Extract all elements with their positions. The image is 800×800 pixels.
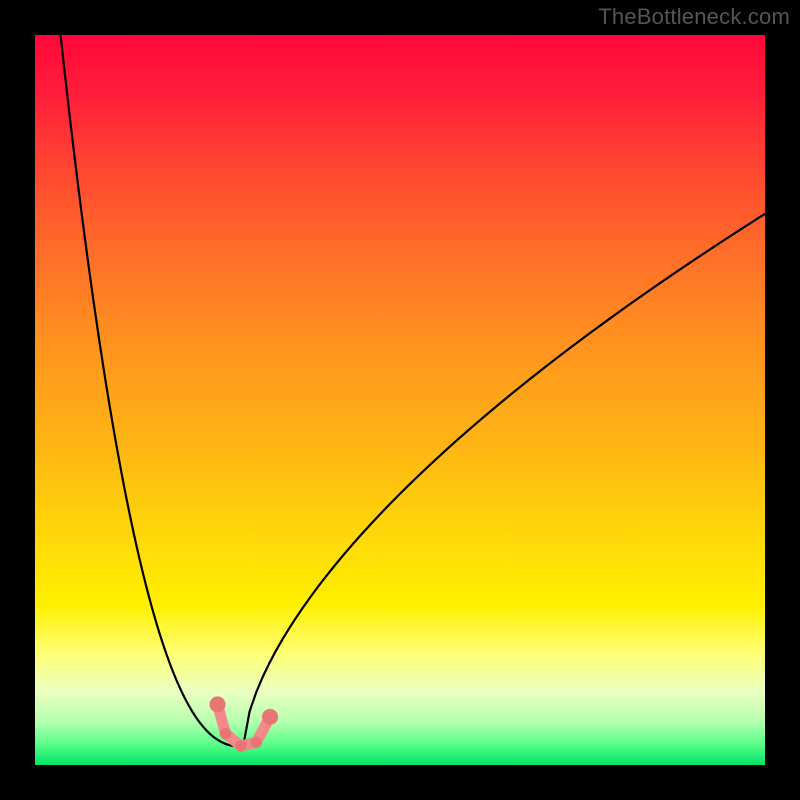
marker-dot-mid: [250, 737, 262, 749]
marker-dot-mid: [235, 740, 247, 752]
marker-dot-right: [262, 709, 278, 725]
plot-background: [35, 35, 765, 765]
bottleneck-chart: [0, 0, 800, 800]
marker-dot-left: [210, 696, 226, 712]
chart-stage: TheBottleneck.com: [0, 0, 800, 800]
watermark-label: TheBottleneck.com: [598, 4, 790, 30]
marker-dot-mid: [220, 728, 232, 740]
